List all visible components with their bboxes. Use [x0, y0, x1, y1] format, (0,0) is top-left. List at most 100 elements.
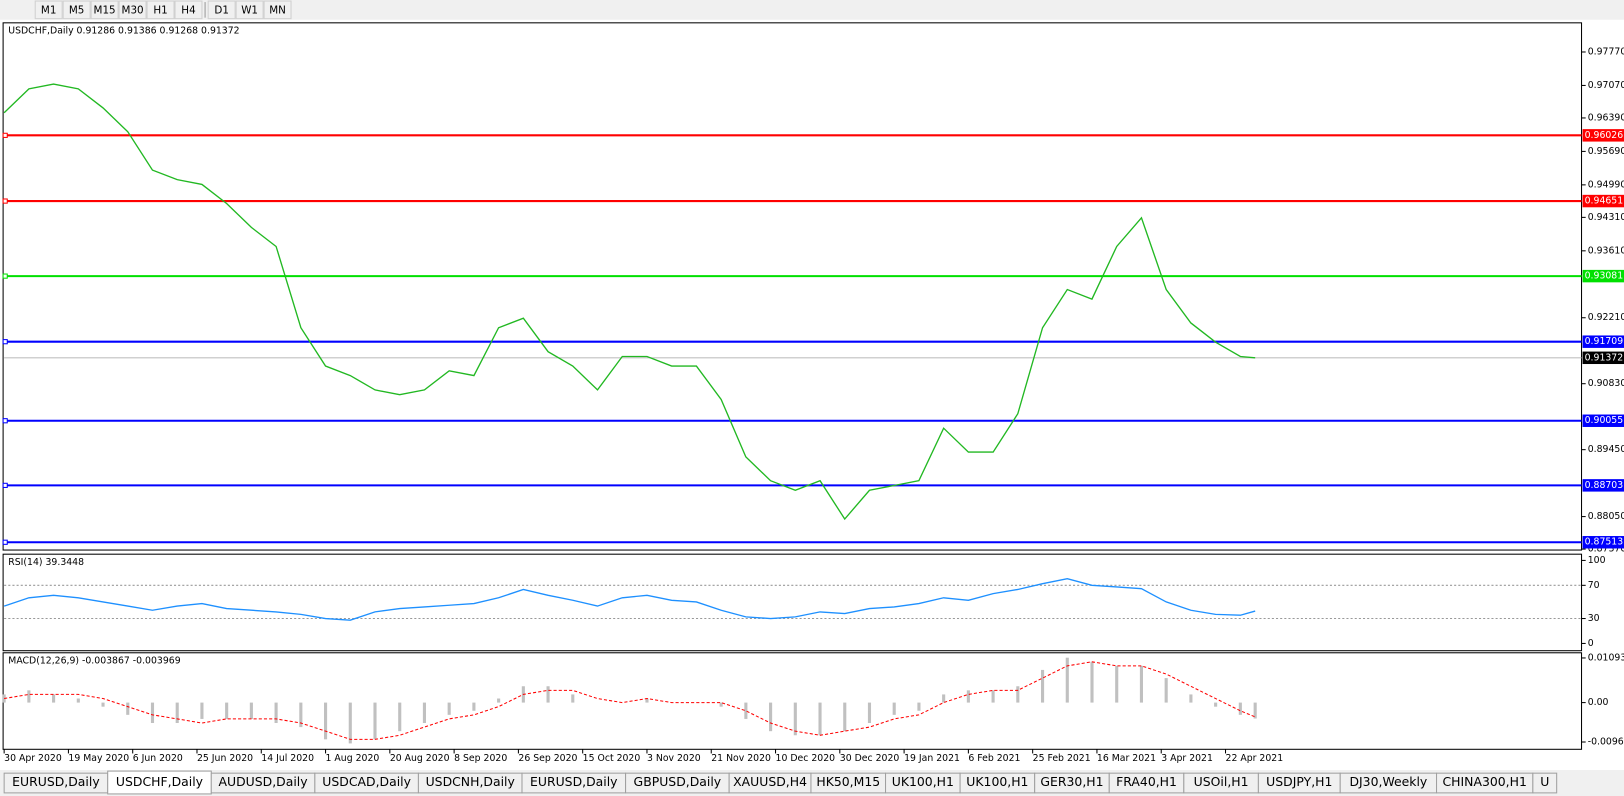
macd-bar — [373, 702, 377, 740]
level-label: 0.91709 — [1585, 336, 1624, 347]
chart-tab[interactable]: USOil,H1 — [1183, 772, 1259, 794]
chart-tab[interactable]: DJ30,Weekly — [1339, 772, 1438, 794]
chart-tab[interactable]: USDJPY,H1 — [1257, 772, 1341, 794]
timeframe-button[interactable]: W1 — [235, 0, 264, 20]
macd-bar — [447, 702, 451, 715]
y-tick-label: 0.00 — [1588, 697, 1609, 708]
macd-bar — [101, 702, 105, 707]
x-tick-label: 30 Dec 2020 — [840, 753, 900, 764]
macd-bar — [249, 702, 253, 719]
timeframe-label: M5 — [69, 4, 85, 16]
y-tick-label: 0 — [1588, 638, 1594, 649]
level-tag — [1582, 479, 1624, 492]
tab-label: CHINA300,H1 — [1442, 774, 1526, 789]
chart-tab[interactable]: UK100,H1 — [959, 772, 1036, 794]
chart-tab[interactable]: HK50,M15 — [810, 772, 887, 794]
x-tick-label: 6 Feb 2021 — [968, 753, 1020, 764]
x-tick-label: 30 Apr 2020 — [4, 753, 62, 764]
level-handle — [2, 273, 8, 279]
macd-bar — [843, 702, 847, 732]
level-tag — [1582, 335, 1624, 348]
level-handle — [2, 482, 8, 488]
tab-label: UK100,H1 — [892, 774, 954, 789]
timeframe-label: H4 — [181, 4, 196, 16]
y-tick-label: 0.87370 — [1588, 544, 1624, 555]
tab-label: USDCNH,Daily — [426, 774, 515, 789]
macd-bar — [1214, 702, 1218, 707]
x-tick-label: 3 Nov 2020 — [647, 753, 701, 764]
x-tick-label: 20 Aug 2020 — [390, 753, 450, 764]
timeframe-button[interactable]: MN — [263, 0, 292, 20]
macd-bar — [546, 686, 550, 703]
chart-tab[interactable]: USDCAD,Daily — [314, 772, 419, 794]
x-tick-label: 22 Apr 2021 — [1226, 753, 1284, 764]
macd-bar — [991, 690, 995, 703]
panel-title: RSI(14) 39.3448 — [8, 557, 84, 568]
chart-tab[interactable]: GER30,H1 — [1034, 772, 1110, 794]
macd-bar — [1040, 669, 1045, 703]
macd-bar — [744, 702, 748, 719]
y-tick-label: 0.010933 — [1588, 652, 1624, 663]
chart-tab[interactable]: USDCHF,Daily — [107, 770, 212, 795]
macd-bar — [892, 702, 896, 715]
panel-title: MACD(12,26,9) -0.003867 -0.003969 — [8, 656, 180, 667]
timeframe-button[interactable]: M15 — [90, 0, 119, 20]
timeframe-button[interactable]: H4 — [174, 0, 203, 20]
chart-tab[interactable]: FRA40,H1 — [1108, 772, 1185, 794]
level-label: 0.90055 — [1585, 415, 1624, 426]
timeframe-button[interactable]: H1 — [146, 0, 175, 20]
x-tick-label: 26 Sep 2020 — [518, 753, 577, 764]
chart-tab[interactable]: XAUUSD,H4 — [728, 772, 812, 794]
macd-bar — [818, 702, 822, 736]
macd-bar — [175, 702, 179, 724]
chart-tab[interactable]: AUDUSD,Daily — [210, 772, 316, 794]
timeframe-label: M30 — [122, 4, 144, 16]
level-label: 0.87513 — [1585, 537, 1624, 548]
x-tick-label: 14 Jul 2020 — [261, 753, 314, 764]
chart-tab[interactable]: UK100,H1 — [885, 772, 961, 794]
timeframe-label: D1 — [214, 4, 229, 16]
macd-bar — [200, 702, 204, 719]
chart-tab[interactable]: GBPUSD,Daily — [625, 772, 730, 794]
price-panel — [2, 22, 1583, 551]
macd-bar — [348, 702, 352, 744]
x-tick-label: 19 May 2020 — [68, 753, 129, 764]
x-tick-label: 15 Oct 2020 — [583, 753, 641, 764]
macd-bar — [942, 694, 946, 703]
macd-panel — [2, 652, 1583, 750]
y-tick-label: 0.97070 — [1588, 80, 1624, 91]
last-price-label: 0.91372 — [1585, 352, 1624, 363]
chart-tab[interactable]: EURUSD,Daily — [3, 772, 109, 794]
macd-bar — [645, 698, 649, 703]
timeframe-button[interactable]: D1 — [207, 0, 236, 20]
chart-tab[interactable]: U — [1532, 772, 1558, 794]
macd-bar — [719, 702, 723, 707]
x-tick-label: 21 Nov 2020 — [711, 753, 771, 764]
timeframe-button[interactable]: M30 — [118, 0, 147, 20]
timeframe-label: W1 — [241, 4, 258, 16]
chart-tab[interactable]: CHINA300,H1 — [1436, 772, 1534, 794]
macd-bar — [1016, 686, 1020, 703]
rsi-panel — [2, 553, 1583, 652]
chart-tab[interactable]: USDCNH,Daily — [417, 772, 523, 794]
level-handle — [2, 539, 8, 545]
y-tick-label: 100 — [1588, 555, 1606, 566]
macd-bar — [324, 702, 328, 740]
button-frame — [90, 0, 119, 20]
level-tag — [1582, 129, 1624, 142]
level-label: 0.96026 — [1585, 130, 1624, 141]
signal-line — [4, 661, 1256, 740]
timeframe-button[interactable]: M1 — [34, 0, 63, 20]
macd-bar — [1238, 702, 1242, 715]
chart-tab[interactable]: EURUSD,Daily — [521, 772, 627, 794]
y-tick-label: 0.94310 — [1588, 212, 1624, 223]
tab-label: DJ30,Weekly — [1349, 774, 1427, 789]
toolbar — [0, 0, 1624, 20]
macd-bar — [472, 702, 476, 711]
timeframe-button[interactable]: M5 — [62, 0, 91, 20]
x-tick-label: 8 Sep 2020 — [454, 753, 507, 764]
x-tick-label: 6 Jun 2020 — [133, 753, 183, 764]
button-frame — [207, 0, 236, 20]
macd-bar — [76, 698, 80, 703]
